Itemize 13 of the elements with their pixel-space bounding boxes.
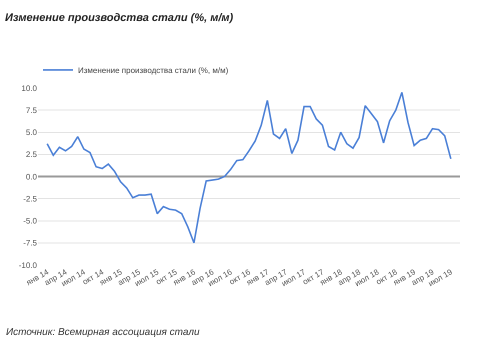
y-tick-label: 0.0 (26, 172, 38, 182)
y-tick-label: 10.0 (21, 84, 38, 93)
y-tick-label: 7.5 (26, 106, 38, 115)
y-tick-label: 2.5 (26, 150, 38, 160)
y-tick-label: -5.0 (23, 216, 38, 226)
y-tick-label: 5.0 (26, 128, 38, 138)
y-tick-label: -10.0 (18, 260, 38, 270)
legend-label: Изменение производства стали (%, м/м) (78, 66, 229, 76)
chart-title: Изменение производства стали (%, м/м) (5, 12, 234, 24)
y-tick-label: -7.5 (23, 238, 38, 248)
text: Источник: Всемирная ассоциация стали (6, 327, 200, 337)
y-tick-label: -2.5 (23, 194, 38, 204)
line-series (46, 92, 452, 244)
